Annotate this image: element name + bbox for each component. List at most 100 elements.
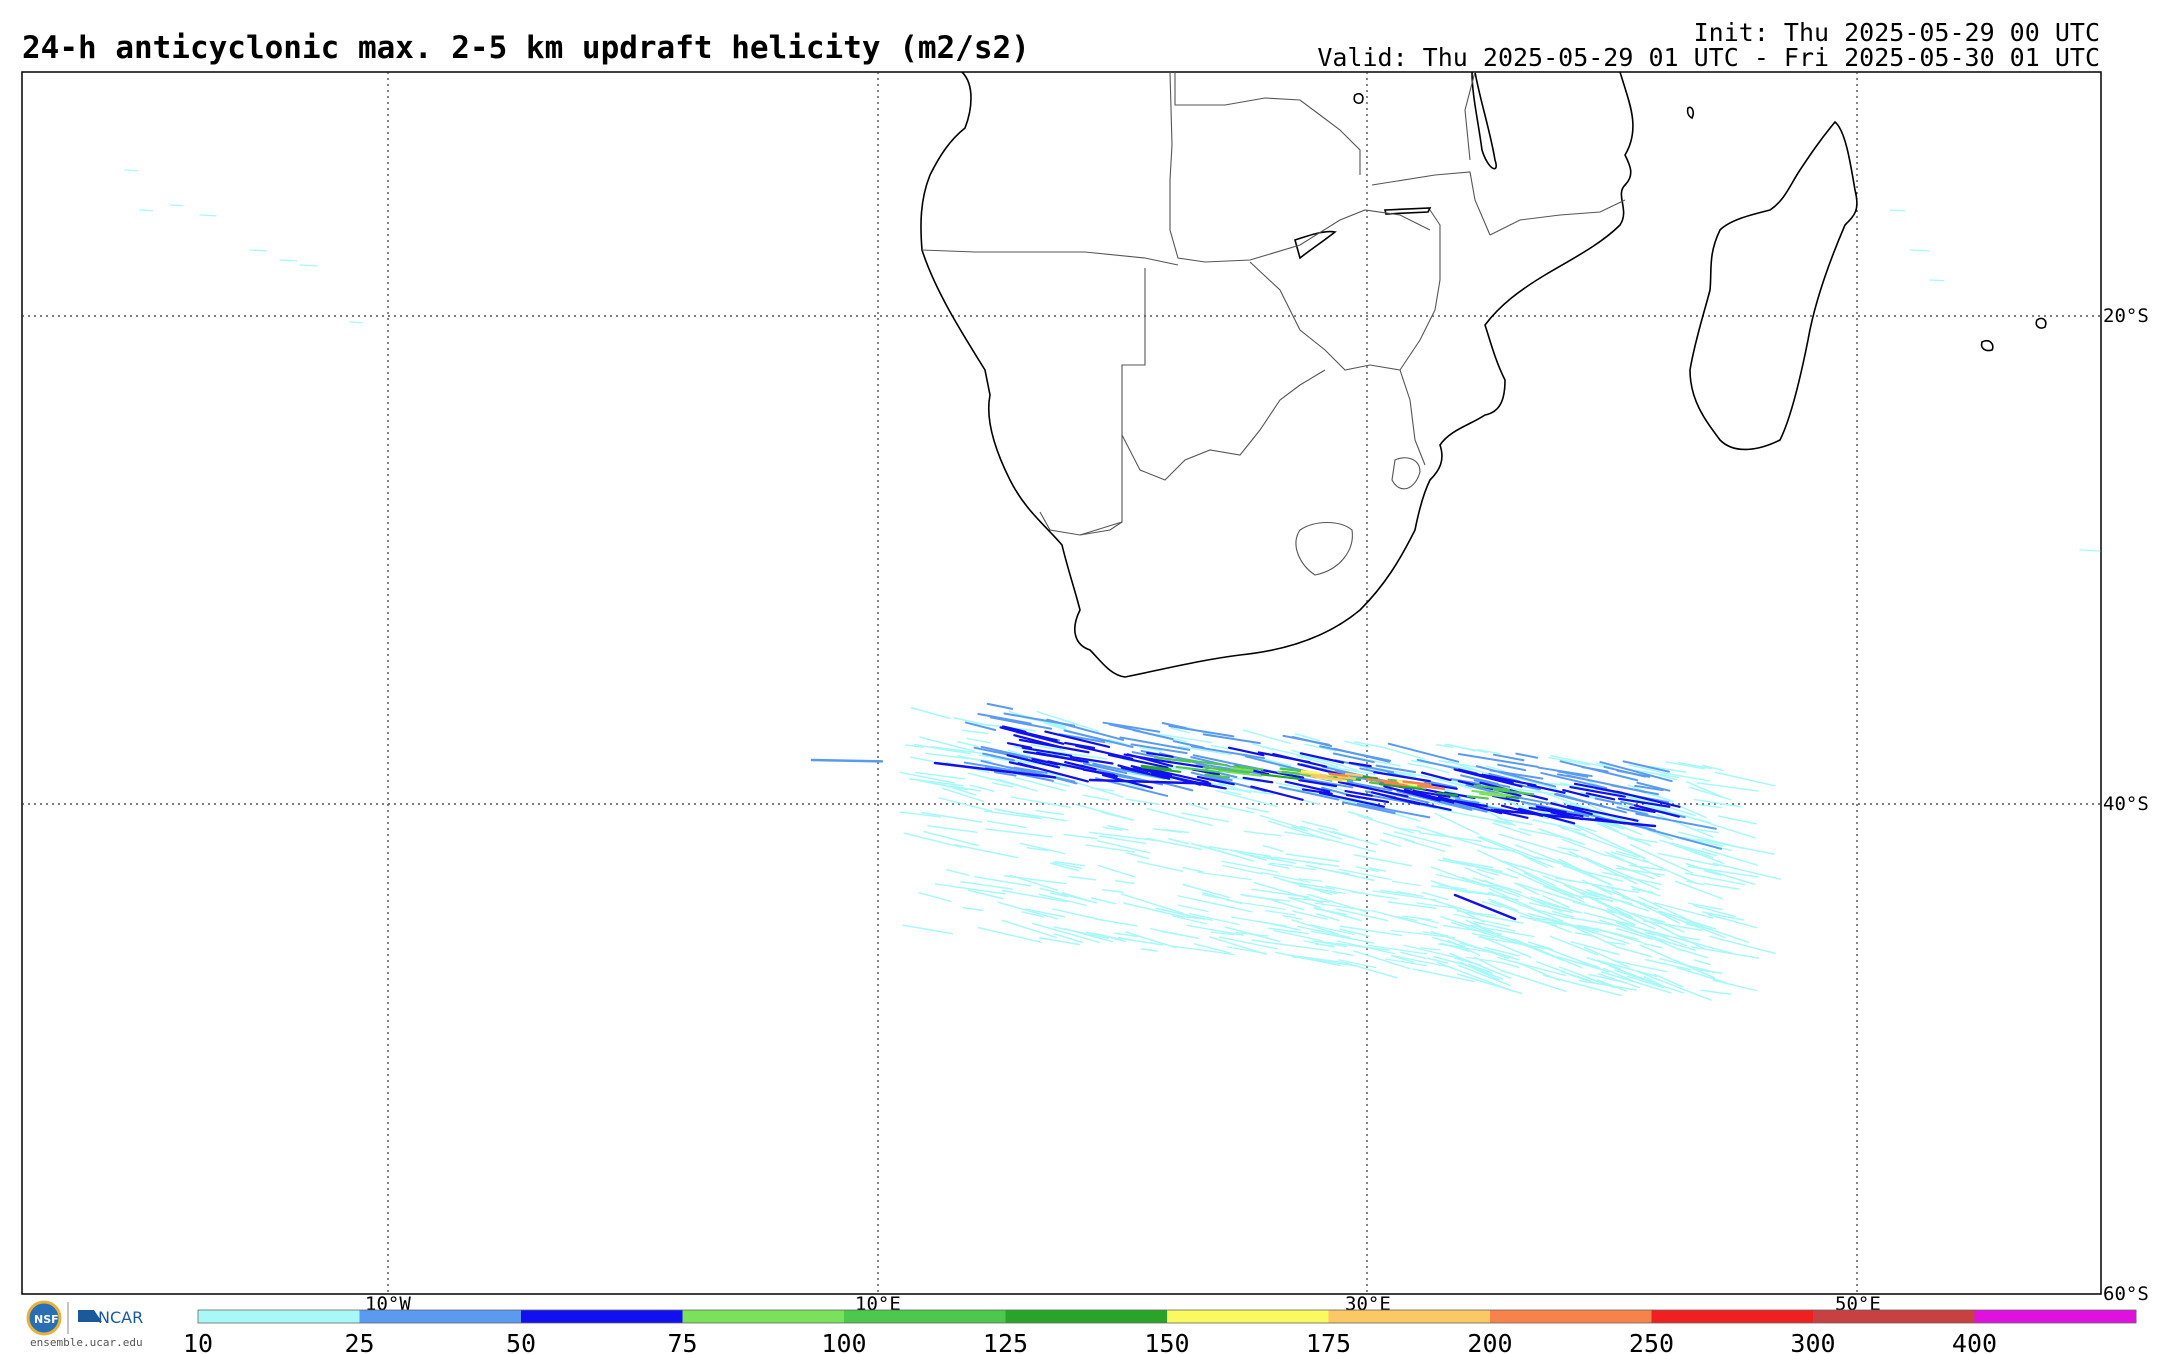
helicity-streak	[1422, 931, 1449, 937]
helicity-streak	[1476, 868, 1499, 876]
helicity-streak	[1181, 915, 1206, 920]
helicity-streak	[1642, 920, 1703, 931]
colorbar-swatch	[521, 1310, 683, 1323]
helicity-streak	[1444, 743, 1488, 754]
helicity-streak	[1044, 730, 1111, 749]
helicity-streak	[938, 797, 993, 812]
helicity-streak	[1522, 855, 1548, 868]
helicity-streak	[1107, 738, 1128, 746]
border-namibia-southafrica	[1039, 511, 1123, 536]
helicity-streak	[993, 771, 1017, 777]
helicity-streak	[1339, 925, 1403, 937]
helicity-streak	[1476, 849, 1556, 887]
helicity-streak	[1675, 880, 1723, 900]
helicity-streak	[1384, 958, 1428, 967]
helicity-streak	[1303, 940, 1335, 948]
helicity-streak	[1035, 809, 1065, 816]
colorbar-label: 250	[1629, 1329, 1674, 1354]
helicity-streak	[1389, 796, 1452, 811]
helicity-streak	[1064, 741, 1096, 750]
helicity-streak	[249, 249, 267, 252]
helicity-streak	[1694, 959, 1711, 966]
helicity-streak	[1139, 746, 1163, 752]
helicity-streak	[1310, 930, 1375, 944]
helicity-streak	[1659, 774, 1678, 781]
helicity-streak	[1455, 889, 1509, 898]
helicity-streak	[1165, 829, 1190, 834]
helicity-streak	[1347, 811, 1373, 820]
helicity-streak	[1120, 766, 1171, 780]
helicity-streak	[1260, 773, 1301, 781]
helicity-streak	[124, 169, 139, 172]
helicity-streak	[913, 743, 958, 753]
helicity-streak	[1107, 824, 1129, 831]
helicity-streak	[1491, 869, 1519, 879]
helicity-streak	[1678, 761, 1713, 770]
helicity-streak	[1226, 899, 1286, 910]
helicity-streak	[1282, 915, 1303, 920]
helicity-streak	[1198, 844, 1254, 862]
helicity-streak	[1355, 866, 1379, 873]
helicity-streak	[1269, 898, 1305, 911]
helicity-streak	[1141, 766, 1182, 773]
helicity-streak	[1586, 888, 1650, 912]
helicity-streak	[1273, 876, 1333, 896]
helicity-streak	[1393, 831, 1452, 847]
helicity-streak	[1227, 746, 1265, 757]
helicity-streak	[1464, 867, 1495, 881]
helicity-streak	[1052, 781, 1071, 787]
helicity-streak	[1553, 886, 1583, 899]
helicity-streak	[1171, 945, 1236, 956]
helicity-streak	[1264, 910, 1297, 916]
helicity-streak	[991, 782, 1014, 788]
helicity-streak	[1472, 921, 1516, 932]
helicity-streak	[1008, 761, 1037, 770]
helicity-streak	[1537, 944, 1601, 969]
helicity-streak	[1267, 863, 1290, 870]
helicity-streak	[1485, 765, 1506, 773]
helicity-streak	[1696, 838, 1716, 843]
helicity-streak	[1481, 773, 1537, 787]
helicity-streak	[1450, 921, 1519, 945]
helicity-streak	[1291, 919, 1340, 935]
helicity-streak	[961, 729, 989, 735]
helicity-streak	[1296, 754, 1339, 768]
valid-time: Valid: Thu 2025-05-29 01 UTC - Fri 2025-…	[1317, 43, 2100, 72]
helicity-streak	[1492, 788, 1535, 796]
helicity-streak	[1367, 944, 1428, 955]
helicity-streak	[1225, 787, 1275, 795]
helicity-streak	[1218, 936, 1279, 950]
helicity-streak	[1616, 790, 1681, 808]
helicity-streak	[1197, 871, 1252, 881]
helicity-streak	[1556, 773, 1585, 780]
helicity-streak	[1696, 828, 1720, 834]
helicity-streak	[2079, 549, 2101, 552]
helicity-streak	[1149, 757, 1210, 769]
helicity-streak	[1588, 895, 1634, 918]
helicity-streak	[1434, 812, 1480, 835]
helicity-streak	[1353, 950, 1411, 970]
helicity-streak	[199, 214, 217, 217]
helicity-streak	[1396, 890, 1420, 897]
helicity-streak	[299, 264, 318, 267]
helicity-streak	[1208, 845, 1259, 856]
helicity-streak	[1583, 946, 1630, 969]
helicity-streak	[1599, 761, 1673, 783]
helicity-streak	[1344, 789, 1373, 797]
helicity-streak	[1584, 925, 1639, 941]
reunion	[2035, 317, 2047, 329]
helicity-streak	[1426, 957, 1449, 964]
helicity-streak	[1457, 780, 1522, 797]
helicity-streak	[1170, 727, 1191, 734]
helicity-streak	[1390, 929, 1456, 939]
colorbar-label: 125	[983, 1329, 1028, 1354]
helicity-streak	[1289, 897, 1321, 909]
helicity-streak	[1230, 916, 1288, 927]
lake-kariba	[1294, 230, 1337, 260]
helicity-streak	[1685, 862, 1756, 885]
helicity-streak	[1242, 729, 1291, 745]
helicity-streak	[1678, 948, 1709, 959]
helicity-streak	[1566, 804, 1639, 822]
helicity-streak	[1328, 772, 1349, 778]
helicity-streak	[1031, 922, 1101, 944]
